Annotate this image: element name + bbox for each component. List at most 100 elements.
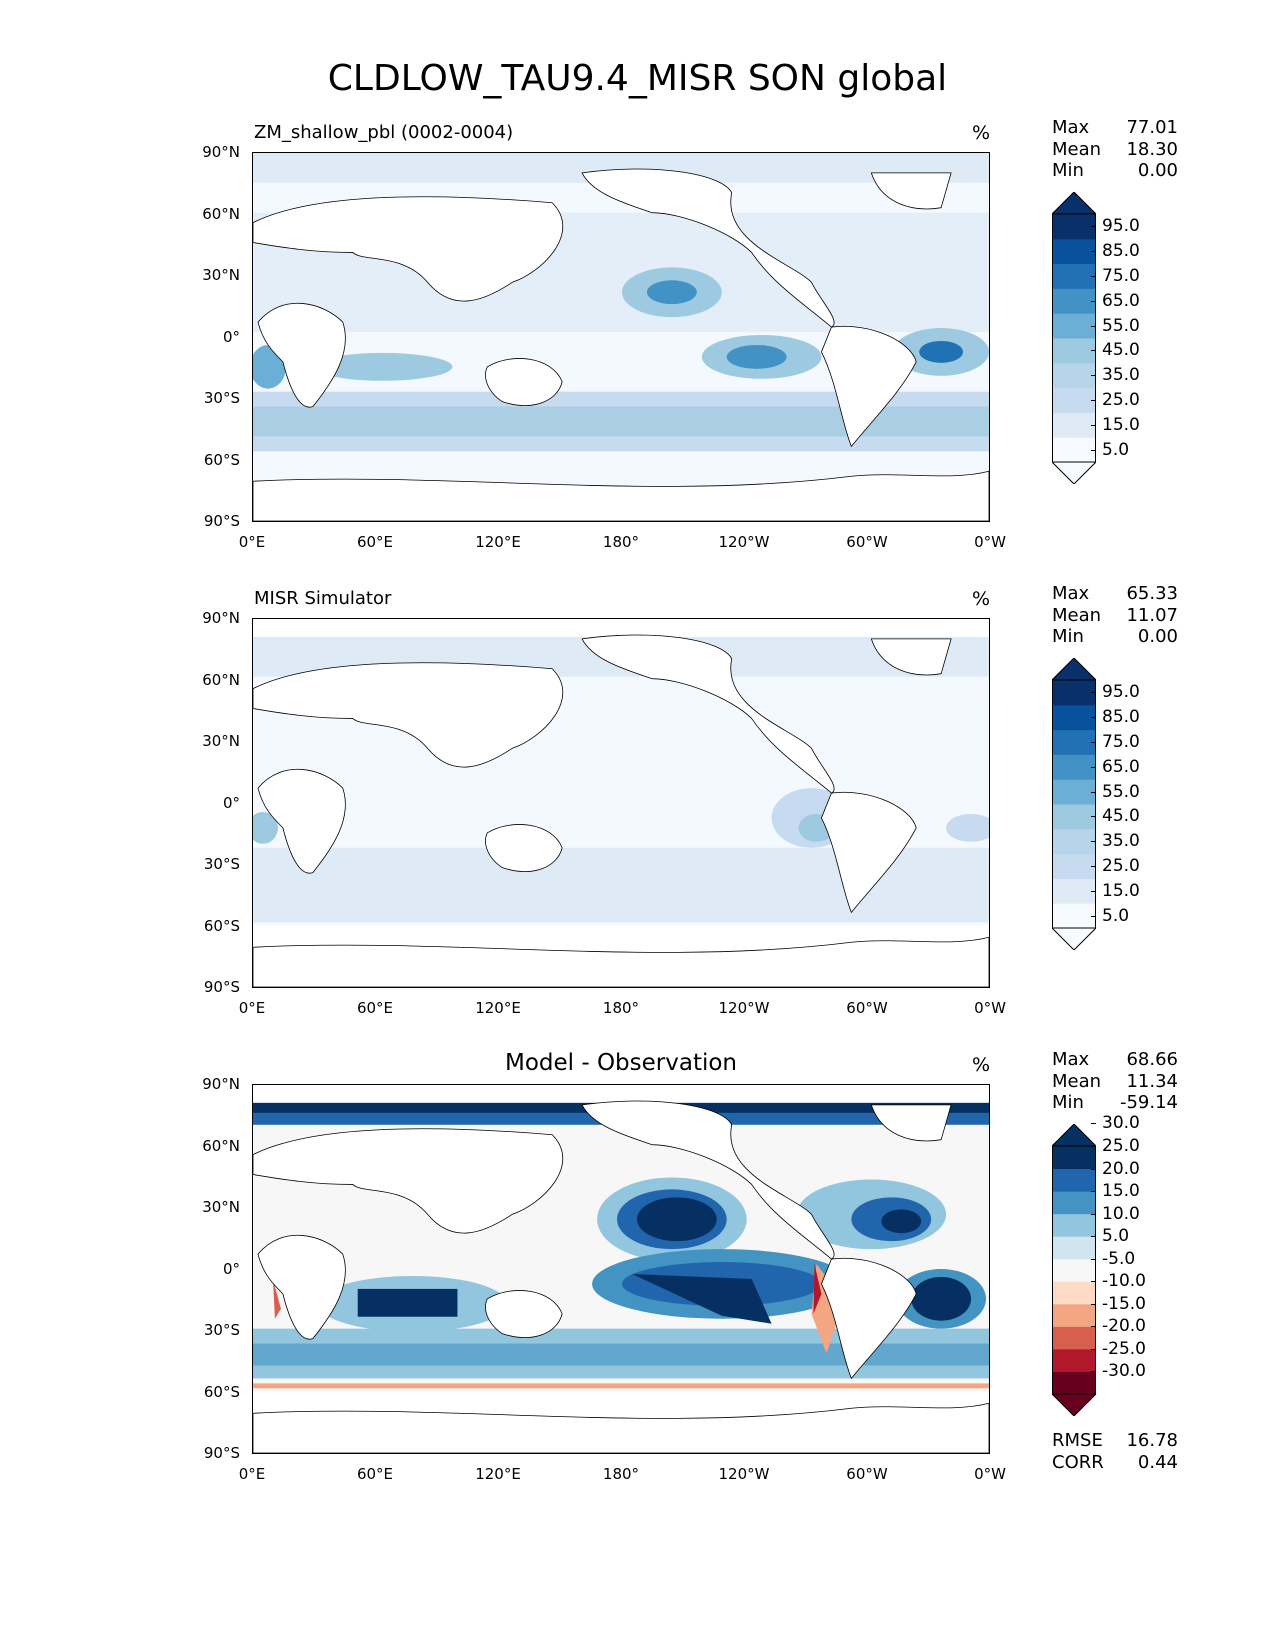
y-tick-label: 30°N — [202, 732, 240, 750]
colorbar-frame — [1052, 213, 1096, 463]
colorbar-tick — [1091, 841, 1096, 843]
x-tick-label: 0°E — [238, 999, 266, 1017]
colorbar-extend-high — [1052, 1124, 1096, 1147]
y-tick-label: 60°S — [203, 451, 240, 469]
colorbar-tick — [1091, 300, 1096, 302]
stat-max: 65.33 — [1126, 583, 1178, 604]
colorbar-tick-label: -5.0 — [1102, 1248, 1136, 1269]
colorbar-tick — [1091, 791, 1096, 793]
stat-rmse: 16.78 — [1126, 1430, 1178, 1451]
colorbar-tick — [1091, 816, 1096, 818]
colorbar-extend-low — [1052, 1393, 1096, 1416]
colorbar-cell — [1052, 754, 1096, 780]
x-tick-label: 0°E — [238, 533, 266, 551]
colorbar-tick — [1091, 276, 1096, 277]
y-tick-label: 60°N — [202, 205, 240, 223]
colorbar-tick-label: 25.0 — [1102, 856, 1140, 876]
y-tick-label: 30°S — [203, 1321, 240, 1339]
colorbar-tick-label: -15.0 — [1102, 1293, 1146, 1314]
x-tick-label: 180° — [602, 533, 640, 551]
colorbar-cell — [1052, 412, 1096, 438]
colorbar-tick — [1091, 449, 1096, 451]
y-tick-label: 30°N — [202, 266, 240, 284]
stat-corr: 0.44 — [1137, 1451, 1178, 1473]
colorbar-cell — [1052, 1191, 1096, 1215]
colorbar-cells — [1052, 192, 1096, 484]
colorbar-tick-label: 15.0 — [1102, 414, 1140, 435]
colorbar-tick-label: 95.0 — [1102, 216, 1140, 237]
colorbar-tick-label: 35.0 — [1102, 831, 1140, 852]
colorbar-tick-label: 10.0 — [1102, 1203, 1140, 1224]
x-tick-label: 180° — [602, 999, 640, 1017]
colorbar-extend-low — [1052, 927, 1096, 950]
colorbar-tick — [1091, 350, 1096, 352]
colorbar-tick-label: 55.0 — [1102, 781, 1140, 802]
colorbar-tick-label: 25.0 — [1102, 390, 1140, 410]
colorbar-tick-label: 95.0 — [1102, 682, 1140, 703]
colorbar-tick — [1091, 1326, 1096, 1328]
colorbar-cell — [1052, 362, 1096, 389]
x-tick-label: 0°W — [974, 999, 1006, 1017]
y-tick-label: 60°N — [202, 1137, 240, 1155]
colorbar-tick-label: 5.0 — [1102, 905, 1130, 926]
y-tick-label: 0° — [222, 1260, 240, 1278]
colorbar-tick — [1091, 890, 1096, 892]
map-plot — [252, 152, 990, 522]
y-tick-label: 60°S — [203, 1383, 240, 1401]
stat-min: 0.00 — [1137, 160, 1178, 181]
x-tick-label: 120°W — [718, 999, 770, 1017]
colorbar-tick-label: 5.0 — [1102, 1226, 1130, 1247]
colorbar-tick-label: 15.0 — [1102, 1181, 1140, 1202]
colorbar-cell — [1052, 437, 1096, 463]
colorbar-tick-label: 30.0 — [1102, 1113, 1140, 1134]
x-tick-label: 0°W — [974, 533, 1006, 551]
colorbar-tick-label: 5.0 — [1102, 439, 1130, 460]
colorbar-tick-label: 15.0 — [1102, 880, 1140, 901]
colorbar-tick — [1091, 424, 1096, 426]
panel-model: ZM_shallow_pbl (0002-0004) % 90°N 60°N 3… — [0, 117, 1275, 592]
colorbar-tick — [1091, 251, 1096, 253]
colorbar-tick-label: 25.0 — [1102, 1136, 1140, 1156]
stats-block: Max 65.33 Mean 11.07 Min 0.00 — [1052, 583, 1178, 647]
panel-observation: MISR Simulator % 90°N 60°N 30°N 0° 30°S … — [0, 583, 1275, 1058]
stat-mean: 11.07 — [1126, 604, 1178, 626]
stat-max: 68.66 — [1126, 1049, 1178, 1070]
colorbar-tick-label: 75.0 — [1102, 266, 1140, 286]
colorbar-tick-label: -10.0 — [1102, 1271, 1146, 1292]
colorbar-cell — [1052, 1213, 1096, 1237]
x-tick-label: 0°W — [974, 1465, 1006, 1483]
rmse-corr-block: RMSE 16.78 CORR 0.44 — [1052, 1430, 1178, 1473]
colorbar-tick-label: 35.0 — [1102, 365, 1140, 386]
colorbar-tick-label: -20.0 — [1102, 1316, 1146, 1337]
y-tick-label: 30°N — [202, 1198, 240, 1216]
colorbar-tick-label: 85.0 — [1102, 241, 1140, 262]
colorbar-cell — [1052, 1236, 1096, 1260]
colorbar-extend-low — [1052, 461, 1096, 484]
map-plot — [252, 1084, 990, 1454]
x-tick-label: 60°E — [356, 533, 394, 551]
x-tick-label: 120°W — [718, 533, 770, 551]
y-tick-label: 90°N — [202, 609, 240, 627]
colorbar-cell — [1052, 804, 1096, 830]
colorbar-cell — [1052, 288, 1096, 314]
x-tick-label: 60°W — [846, 1465, 888, 1483]
panel-difference: Model - Observation % — [0, 1049, 1275, 1524]
colorbar-tick — [1091, 742, 1096, 743]
colorbar-tick-label: 45.0 — [1102, 340, 1140, 361]
panel-title: MISR Simulator — [254, 588, 392, 609]
colorbar-cell — [1052, 1348, 1096, 1372]
x-tick-label: 120°W — [718, 1465, 770, 1483]
x-tick-label: 60°E — [356, 1465, 394, 1483]
stat-mean: 18.30 — [1126, 138, 1178, 160]
colorbar-cell — [1052, 1258, 1096, 1282]
colorbar-extend-high — [1052, 658, 1096, 681]
colorbar-tick — [1091, 375, 1096, 377]
colorbar-cell — [1052, 263, 1096, 289]
colorbar-cell — [1052, 1371, 1096, 1395]
map-plot — [252, 618, 990, 988]
colorbar-tick — [1091, 1191, 1096, 1193]
colorbar-cell — [1052, 1303, 1096, 1327]
colorbar-tick — [1091, 1348, 1096, 1350]
colorbar-tick — [1091, 1236, 1096, 1238]
units-label: % — [972, 122, 991, 144]
